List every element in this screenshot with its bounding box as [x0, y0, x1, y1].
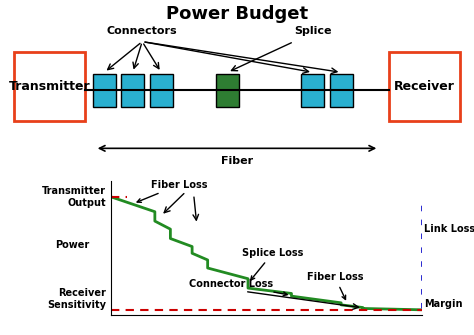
- Bar: [330, 74, 353, 107]
- Text: Link Loss: Link Loss: [424, 224, 474, 234]
- Text: Power Budget: Power Budget: [166, 5, 308, 23]
- Bar: [121, 74, 144, 107]
- Bar: [301, 74, 324, 107]
- Text: Splice Loss: Splice Loss: [242, 248, 303, 280]
- Text: Power: Power: [55, 240, 89, 250]
- Text: Connector Loss: Connector Loss: [189, 279, 287, 296]
- Text: Receiver: Receiver: [394, 80, 455, 93]
- Bar: [14, 53, 85, 121]
- Text: Transmitter: Transmitter: [9, 80, 91, 93]
- Text: Splice: Splice: [294, 26, 332, 36]
- Bar: [150, 74, 173, 107]
- Bar: [93, 74, 116, 107]
- Text: Margin: Margin: [424, 299, 463, 309]
- Text: Fiber Loss: Fiber Loss: [137, 180, 208, 202]
- Text: Connectors: Connectors: [107, 26, 177, 36]
- Text: Fiber Loss: Fiber Loss: [307, 272, 363, 299]
- Text: Fiber: Fiber: [221, 156, 253, 166]
- Text: Receiver
Sensitivity: Receiver Sensitivity: [47, 288, 106, 310]
- Bar: [389, 53, 460, 121]
- Text: Transmitter
Output: Transmitter Output: [42, 186, 106, 208]
- Bar: [216, 74, 239, 107]
